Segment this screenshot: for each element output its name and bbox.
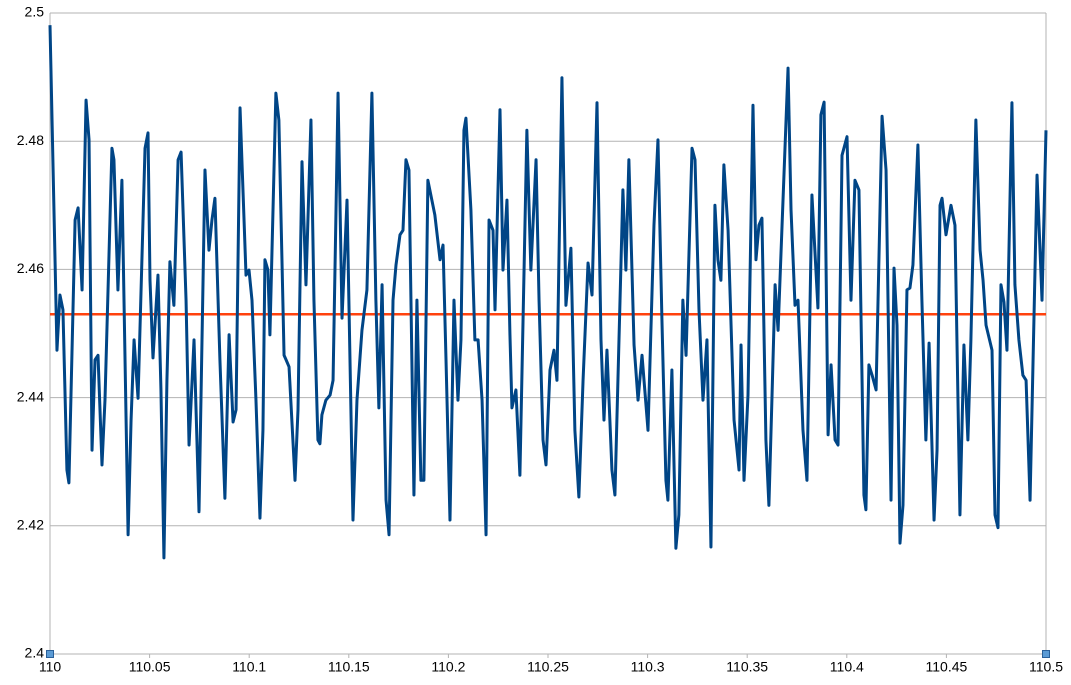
x-tick-label: 110.45 — [926, 659, 968, 675]
selection-handle — [46, 650, 54, 658]
x-tick-label: 110.3 — [631, 659, 665, 675]
x-tick-label: 110.15 — [328, 659, 370, 675]
y-tick-label: 2.4 — [25, 645, 45, 661]
x-tick-label: 110.25 — [527, 659, 569, 675]
x-tick-label: 110.35 — [726, 659, 768, 675]
y-tick-label: 2.48 — [17, 132, 44, 148]
x-tick-label: 110.05 — [129, 659, 171, 675]
data-line — [48, 25, 1048, 560]
y-tick-label: 2.46 — [17, 260, 44, 276]
y-tick-label: 2.5 — [25, 4, 45, 20]
x-tick-label: 110.2 — [431, 659, 465, 675]
x-tick-label: 110.1 — [232, 659, 266, 675]
selection-handle — [1042, 650, 1050, 658]
x-tick-label: 110.5 — [1029, 659, 1063, 675]
x-tick-label: 110.4 — [830, 659, 864, 675]
y-tick-label: 2.42 — [17, 517, 44, 533]
x-tick-label: 110 — [39, 659, 62, 675]
y-tick-label: 2.44 — [17, 388, 44, 404]
